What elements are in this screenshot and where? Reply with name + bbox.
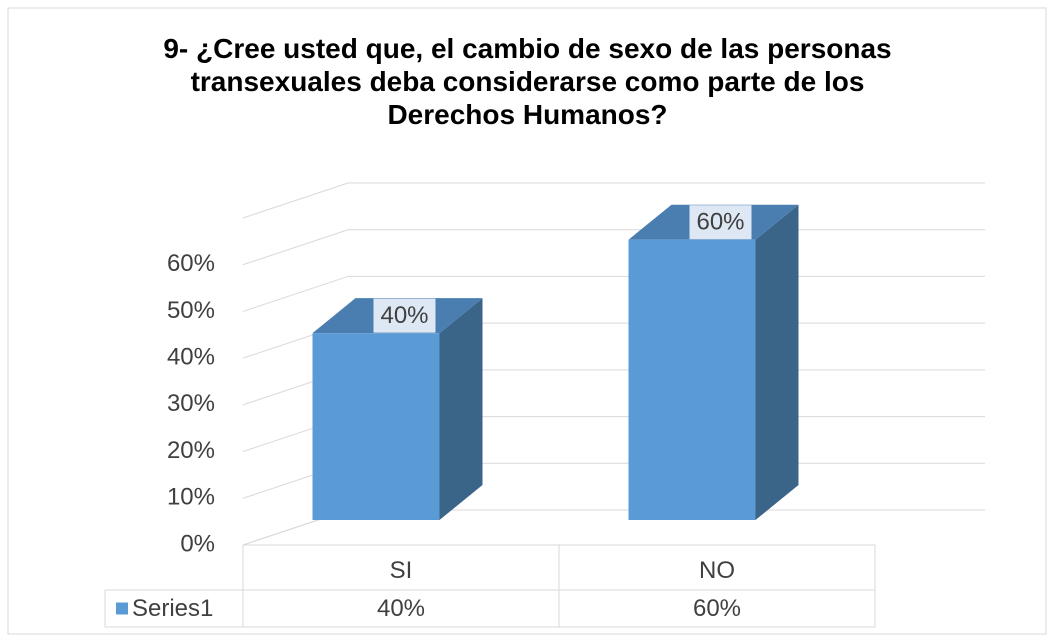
y-tick-label: 50% — [167, 297, 215, 324]
x-tick-label: SI — [390, 557, 413, 584]
data-label: 40% — [380, 302, 428, 329]
data-label-box — [373, 298, 436, 333]
bar — [628, 239, 756, 520]
y-tick-label: 60% — [167, 250, 215, 277]
bar-side — [439, 298, 483, 520]
legend-swatch — [116, 602, 128, 615]
chart-title: 9- ¿Cree usted que, el cambio de sexo de… — [163, 33, 892, 130]
table-value: 40% — [377, 595, 425, 622]
grid-line — [242, 275, 349, 312]
x-tick-label: NO — [699, 557, 735, 584]
grid-line — [242, 229, 349, 266]
y-tick-label: 30% — [167, 390, 215, 417]
wall-edge — [242, 182, 349, 219]
data-label-box — [689, 205, 752, 240]
y-tick-label: 20% — [167, 437, 215, 464]
data-label: 60% — [696, 209, 744, 236]
y-tick-label: 0% — [180, 530, 215, 557]
bar — [312, 333, 440, 520]
legend-label: Series1 — [132, 595, 213, 622]
table-value: 60% — [693, 595, 741, 622]
bar-side — [755, 204, 799, 520]
chart-border — [7, 7, 1047, 635]
y-tick-label: 40% — [167, 343, 215, 370]
y-tick-label: 10% — [167, 484, 215, 511]
